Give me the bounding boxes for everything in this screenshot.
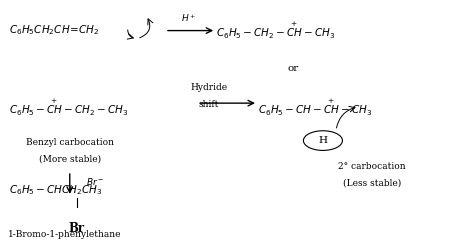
Text: 1-Bromo-1-phenylethane: 1-Bromo-1-phenylethane xyxy=(9,230,122,239)
Text: Benzyl carbocation: Benzyl carbocation xyxy=(26,138,114,147)
Text: Hydride: Hydride xyxy=(191,83,228,92)
Text: H: H xyxy=(319,136,328,145)
Text: $H^+$: $H^+$ xyxy=(181,12,196,24)
Text: Br: Br xyxy=(69,222,85,235)
Text: $C_6H_5-CH_2-\overset{+}{CH}-CH_3$: $C_6H_5-CH_2-\overset{+}{CH}-CH_3$ xyxy=(216,20,335,41)
Text: (Less stable): (Less stable) xyxy=(343,178,401,187)
Text: $C_6H_5-\overset{+}{CH}-CH_2-CH_3$: $C_6H_5-\overset{+}{CH}-CH_2-CH_3$ xyxy=(9,98,128,118)
Text: $C_6H_5-CHCH_2CH_3$: $C_6H_5-CHCH_2CH_3$ xyxy=(9,183,103,197)
Text: or: or xyxy=(287,63,298,72)
Text: shift: shift xyxy=(199,100,219,109)
Text: (More stable): (More stable) xyxy=(39,155,101,164)
Text: $C_6H_5CH_2CH\!=\!CH_2$: $C_6H_5CH_2CH\!=\!CH_2$ xyxy=(9,24,100,38)
Text: $Br^-$: $Br^-$ xyxy=(86,176,104,187)
Text: $C_6H_5-CH-\overset{+}{CH}-CH_3$: $C_6H_5-CH-\overset{+}{CH}-CH_3$ xyxy=(258,98,372,118)
Text: 2° carbocation: 2° carbocation xyxy=(338,162,406,171)
